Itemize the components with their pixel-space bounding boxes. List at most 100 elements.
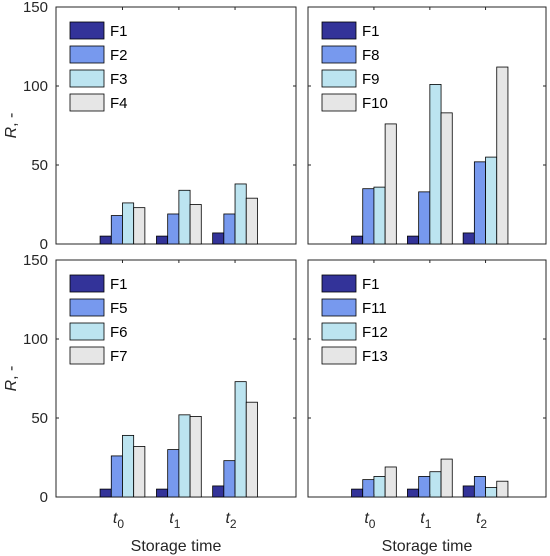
legend-swatch-f1 [321,21,357,40]
legend-swatch-f7 [69,346,105,365]
bar-f3-t2 [234,183,247,245]
legend-swatch-f1 [69,274,105,293]
legend-swatch-f13 [321,346,357,365]
bar-f5-t2 [223,460,236,498]
bar-f1-t1 [156,235,169,245]
bar-f3-t1 [178,189,191,245]
legend-label-f5: F5 [110,300,128,317]
legend: F1 F5 F6 F7 [69,274,128,365]
legend-label-f8: F8 [362,47,380,64]
bar-f13-t1 [440,458,453,498]
bar-f12-t1 [429,471,442,498]
bar-f11-t2 [473,476,486,498]
bar-f8-t2 [473,161,486,245]
bar-f1-t1 [407,488,420,498]
x-tick-label: t1 [420,510,431,531]
legend-swatch-f6 [69,322,105,341]
bar-f1-t0 [351,235,364,245]
legend-swatch-f10 [321,93,357,112]
bar-f11-t0 [362,479,375,498]
legend-swatch-f12 [321,322,357,341]
bar-f1-t2 [462,232,475,245]
legend-swatch-f2 [69,45,105,64]
legend-swatch-f4 [69,93,105,112]
bar-f4-t0 [133,207,146,245]
x-tick-label: t0 [364,510,375,531]
bar-f13-t2 [496,480,509,498]
y-tick-label: 100 [23,78,48,95]
x-tick-label: t1 [169,510,180,531]
x-tick-label: t2 [476,510,487,531]
panel-1: 0 50 100 150 R, - F1 F2 F3 F4 [3,0,297,253]
x-axis-title: Storage time [382,538,473,555]
bar-f4-t1 [189,204,202,245]
legend-label-f1: F1 [362,276,380,293]
y-tick-label: 50 [31,410,48,427]
x-tick-label: t2 [225,510,236,531]
bar-f13-t0 [384,466,397,498]
y-axis-title: R, - [3,113,20,139]
bar-f1-t1 [156,488,169,498]
legend-label-f10: F10 [362,95,388,112]
bar-f4-t2 [245,197,258,245]
bar-f8-t0 [362,188,375,245]
legend-label-f3: F3 [110,71,128,88]
y-tick-label: 0 [40,489,48,506]
bar-f2-t2 [223,213,236,245]
bar-f1-t1 [407,235,420,245]
bar-f12-t0 [373,476,386,498]
legend-label-f9: F9 [362,71,380,88]
bar-f7-t2 [245,401,258,498]
legend-label-f7: F7 [110,348,128,365]
legend-label-f2: F2 [110,47,128,64]
legend: F1 F8 F9 F10 [321,21,388,112]
bar-f1-t0 [99,235,112,245]
bar-f1-t2 [462,485,475,498]
bar-f5-t0 [110,455,123,498]
y-tick-label: 150 [23,0,48,16]
bar-f9-t1 [429,84,442,245]
legend-swatch-f3 [69,69,105,88]
bar-f6-t2 [234,381,247,498]
legend-swatch-f8 [321,45,357,64]
legend-swatch-f1 [321,274,357,293]
axes-box [55,6,297,245]
bar-f2-t0 [110,215,123,245]
legend-label-f1: F1 [362,23,380,40]
bar-f10-t1 [440,112,453,245]
panel-2: F1 F8 F9 F10 [307,6,547,245]
x-axis-title: Storage time [131,538,222,555]
legend-label-f1: F1 [110,23,128,40]
legend-swatch-f1 [69,21,105,40]
legend-label-f1: F1 [110,276,128,293]
legend-swatch-f11 [321,298,357,317]
bar-f6-t0 [122,434,135,498]
bar-f1-t0 [351,488,364,498]
y-tick-label: 0 [40,236,48,253]
bar-f1-t0 [99,488,112,498]
legend-label-f6: F6 [110,324,128,341]
y-tick-label: 150 [23,252,48,269]
legend: F1 F2 F3 F4 [69,21,128,112]
y-tick-label: 100 [23,331,48,348]
y-tick-label: 50 [31,157,48,174]
bar-f10-t0 [384,123,397,245]
bar-f11-t1 [418,476,431,498]
legend-swatch-f5 [69,298,105,317]
legend-label-f12: F12 [362,324,388,341]
legend: F1 F11 F12 F13 [321,274,388,365]
bar-f9-t0 [373,186,386,245]
bar-f12-t2 [485,487,498,498]
bar-f10-t2 [496,66,509,245]
bar-f1-t2 [212,485,225,498]
bar-f5-t1 [167,449,180,498]
x-tick-label: t0 [113,510,124,531]
legend-swatch-f9 [321,69,357,88]
bar-f3-t0 [122,202,135,245]
bar-f1-t2 [212,232,225,245]
legend-label-f13: F13 [362,348,388,365]
bar-f7-t1 [189,416,202,498]
